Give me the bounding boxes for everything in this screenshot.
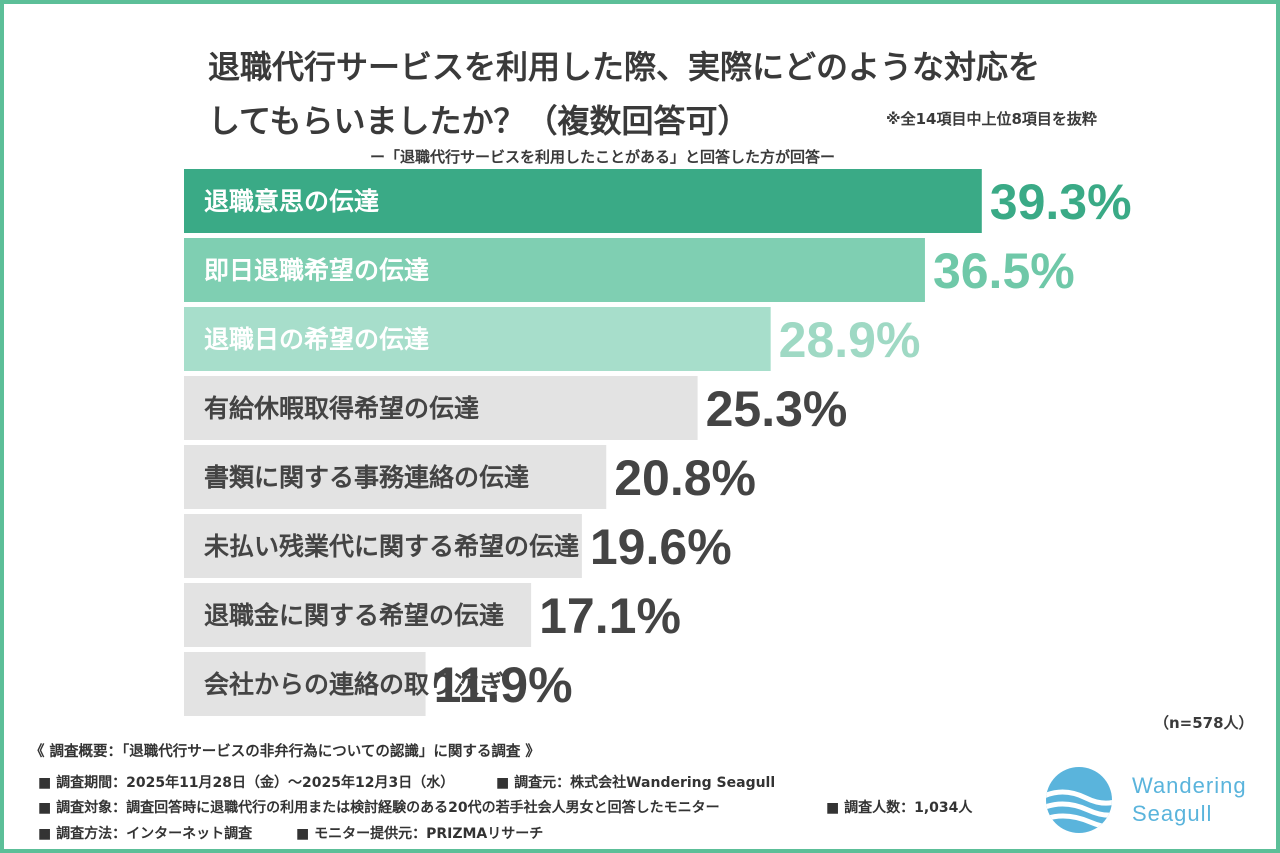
bar-value-7: 17.1% — [539, 588, 681, 644]
bar-value-2: 36.5% — [933, 243, 1075, 299]
bar-label-8: 会社からの連絡の取り次ぎ — [204, 670, 504, 699]
bar-label-5: 書類に関する事務連絡の伝達 — [204, 463, 529, 492]
bar-7 — [184, 583, 532, 647]
bar-4 — [184, 376, 698, 440]
bar-label-7: 退職金に関する希望の伝達 — [204, 601, 504, 630]
bar-3 — [184, 307, 771, 371]
bar-value-3: 28.9% — [779, 312, 921, 368]
bar-2 — [184, 238, 925, 302]
bar-label-4: 有給休暇取得希望の伝達 — [204, 394, 479, 423]
bar-5 — [184, 445, 607, 509]
brand-line-2: Seagull — [1132, 801, 1213, 826]
bar-label-2: 即日退職希望の伝達 — [204, 256, 429, 285]
bar-6 — [184, 514, 582, 578]
sample-size-label: （n=578人） — [1154, 714, 1254, 732]
survey-overview: 《 調査概要：「退職代行サービスの非弁行為についての認識」に関する調査 》 — [30, 744, 540, 760]
bar-value-4: 25.3% — [706, 381, 848, 437]
bar-value-1: 39.3% — [990, 174, 1132, 230]
bar-label-3: 退職日の希望の伝達 — [204, 325, 429, 354]
brand-name: Wandering Seagull — [1132, 772, 1272, 828]
bar-8 — [184, 652, 426, 716]
bar-label-6: 未払い残業代に関する希望の伝達 — [204, 532, 579, 561]
brand-line-1: Wandering — [1132, 773, 1247, 798]
bar-value-8: 11.9% — [434, 657, 573, 713]
survey-target: ■ 調査対象：調査回答時に退職代行の利用または検討経験のある20代の若手社会人男… — [38, 800, 720, 816]
survey-period: ■ 調査期間：2025年11月28日（金）〜2025年12月3日（水） — [38, 775, 455, 791]
survey-respondents: ■ 調査人数：1,034人 — [826, 800, 973, 816]
seagull-logo-icon — [1046, 767, 1112, 833]
chart-subtitle: ー「退職代行サービスを利用したことがある」と回答した方が回答ー — [370, 148, 836, 166]
bar-1 — [184, 169, 982, 233]
bar-value-5: 20.8% — [614, 450, 756, 506]
bar-value-6: 19.6% — [590, 519, 732, 575]
chart-title: 退職代行サービスを利用した際、実際にどのような対応を してもらいましたか？（複数… — [208, 48, 1041, 140]
survey-provider: ■ モニター提供元：PRIZMAリサーチ — [296, 826, 544, 842]
survey-organizer: ■ 調査元：株式会社Wandering Seagull — [496, 775, 776, 791]
survey-method: ■ 調査方法：インターネット調査 — [38, 826, 253, 842]
excerpt-note: ※全14項目中上位8項目を抜粋 — [886, 110, 1097, 128]
bar-label-1: 退職意思の伝達 — [204, 187, 379, 216]
